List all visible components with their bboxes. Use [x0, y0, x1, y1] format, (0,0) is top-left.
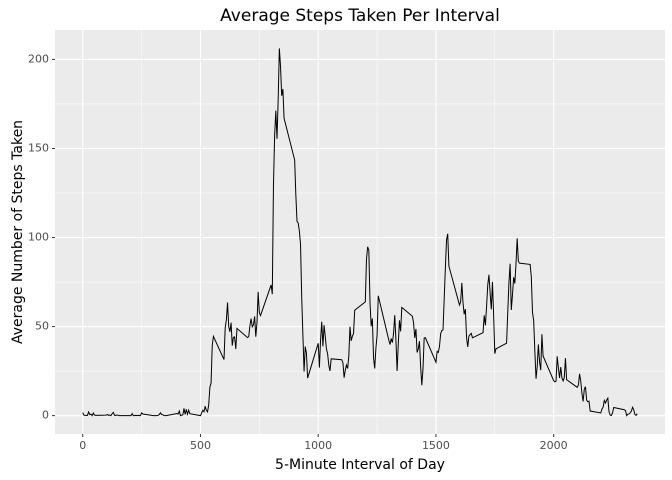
x-tick-label: 500 — [190, 439, 211, 452]
y-tick-label: 150 — [28, 141, 49, 154]
y-axis-title: Average Number of Steps Taken — [10, 120, 26, 344]
y-tick-label: 200 — [28, 52, 49, 65]
x-tick-label: 1500 — [422, 439, 450, 452]
x-tick-label: 0 — [79, 439, 86, 452]
x-tick-label: 2000 — [540, 439, 568, 452]
chart-title: Average Steps Taken Per Interval — [220, 6, 500, 26]
x-axis-title: 5-Minute Interval of Day — [275, 457, 445, 473]
x-tick-label: 1000 — [304, 439, 332, 452]
y-tick-label: 50 — [35, 320, 49, 333]
line — [82, 48, 638, 417]
y-tick-label: 0 — [42, 409, 49, 422]
y-tick-label: 100 — [28, 231, 49, 244]
panel — [55, 30, 665, 434]
